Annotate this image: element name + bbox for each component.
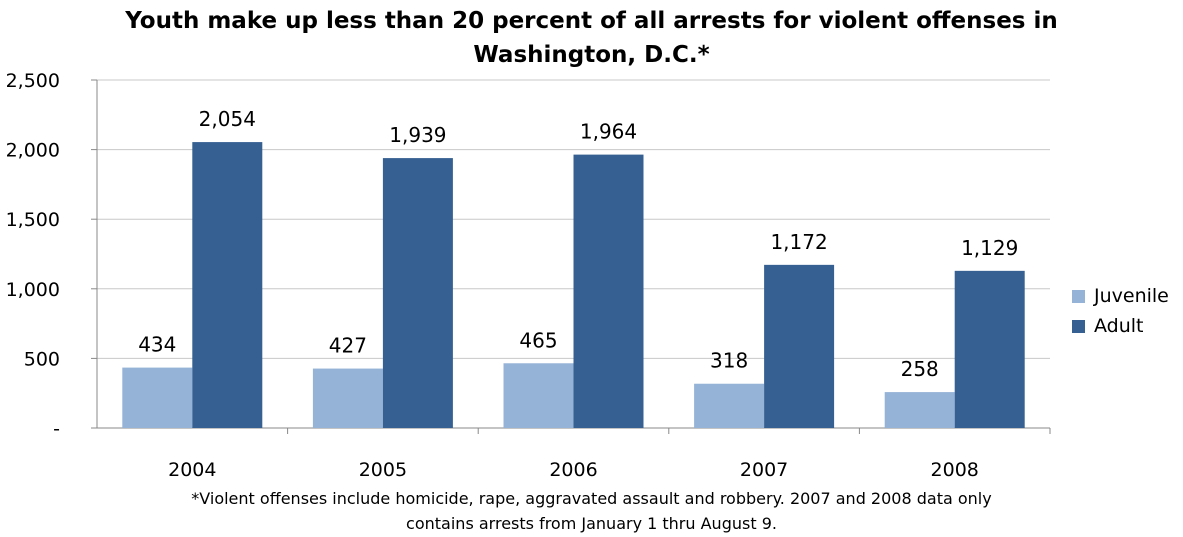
legend-swatch-juvenile xyxy=(1072,289,1085,303)
bar-juvenile-2004 xyxy=(122,367,193,428)
data-label-adult-2005: 1,939 xyxy=(389,123,446,147)
chart-footnote: *Violent offenses include homicide, rape… xyxy=(0,486,1183,536)
data-label-juvenile-2006: 465 xyxy=(519,328,557,352)
chart-title-line-1: Youth make up less than 20 percent of al… xyxy=(125,8,1058,34)
bar-adult-2006 xyxy=(573,154,644,428)
y-tick-label: 2,000 xyxy=(6,140,60,162)
bar-juvenile-2005 xyxy=(312,368,383,428)
y-tick-label: 500 xyxy=(24,348,60,370)
data-label-juvenile-2004: 434 xyxy=(138,333,176,357)
y-tick-label: 2,500 xyxy=(6,70,60,92)
data-label-juvenile-2007: 318 xyxy=(710,349,748,373)
bar-juvenile-2007 xyxy=(694,383,765,428)
bar-adult-2004 xyxy=(192,142,263,429)
chart-title-line-2: Washington, D.C.* xyxy=(473,42,710,68)
data-label-adult-2007: 1,172 xyxy=(770,230,827,254)
legend-item-juvenile: Juvenile xyxy=(1072,282,1169,310)
x-tick-label: 2007 xyxy=(740,459,788,481)
data-label-adult-2008: 1,129 xyxy=(961,236,1018,260)
data-label-adult-2006: 1,964 xyxy=(580,120,637,144)
x-tick-label: 2004 xyxy=(168,459,216,481)
x-tick-label: 2005 xyxy=(359,459,407,481)
bar-adult-2007 xyxy=(764,264,835,428)
y-tick-label: 1,000 xyxy=(6,279,60,301)
legend-item-adult: Adult xyxy=(1072,312,1169,340)
data-label-juvenile-2008: 258 xyxy=(901,357,939,381)
x-tick-label: 2008 xyxy=(931,459,979,481)
bar-juvenile-2006 xyxy=(503,363,574,428)
y-tick-label: 1,500 xyxy=(6,209,60,231)
bar-adult-2005 xyxy=(382,158,453,429)
y-tick-label: - xyxy=(53,418,60,440)
data-label-juvenile-2005: 427 xyxy=(329,334,367,358)
legend-label-adult: Adult xyxy=(1094,315,1144,337)
x-tick-label: 2006 xyxy=(549,459,597,481)
chart-legend: Juvenile Adult xyxy=(1072,282,1169,342)
bar-adult-2008 xyxy=(954,270,1025,428)
legend-swatch-adult xyxy=(1072,319,1085,333)
bar-juvenile-2008 xyxy=(884,392,955,428)
footnote-line-1: *Violent offenses include homicide, rape… xyxy=(191,489,992,508)
legend-label-juvenile: Juvenile xyxy=(1094,285,1169,307)
footnote-line-2: contains arrests from January 1 thru Aug… xyxy=(406,514,777,533)
chart-title: Youth make up less than 20 percent of al… xyxy=(0,4,1183,72)
data-label-adult-2004: 2,054 xyxy=(199,107,256,131)
